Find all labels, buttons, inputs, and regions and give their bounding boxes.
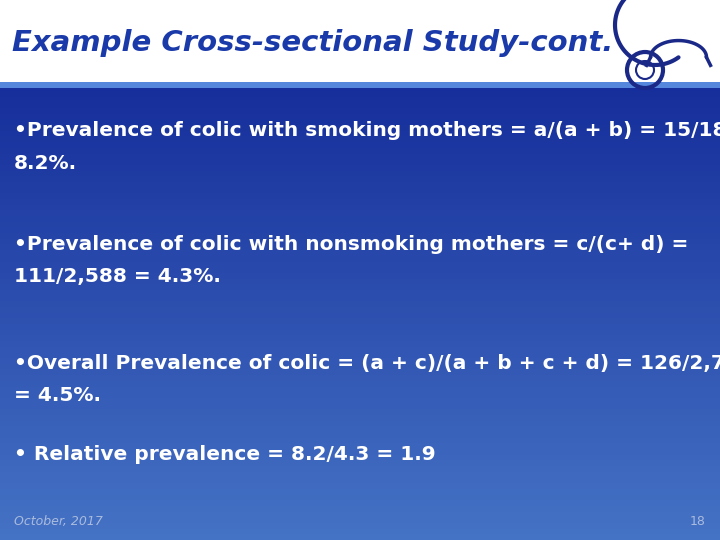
Bar [0, 267, 720, 273]
Bar [0, 107, 720, 114]
Bar [0, 181, 720, 187]
Bar [0, 96, 720, 103]
Bar [0, 318, 720, 324]
Bar [0, 193, 720, 199]
Bar [0, 215, 720, 222]
Text: 8.2%.: 8.2%. [14, 154, 77, 173]
Bar [0, 471, 720, 477]
Bar [0, 301, 720, 307]
Bar [0, 357, 720, 364]
Bar [0, 397, 720, 403]
Bar [0, 210, 720, 216]
Bar [0, 329, 720, 335]
Text: •Prevalence of colic with smoking mothers = a/(a + b) = 15/182 =: •Prevalence of colic with smoking mother… [14, 122, 720, 140]
Bar [0, 335, 720, 341]
Bar [0, 153, 720, 159]
Bar [0, 295, 720, 301]
Bar [0, 465, 720, 472]
Bar [0, 488, 720, 495]
Bar [0, 312, 720, 319]
Bar [0, 534, 720, 540]
Bar [0, 284, 720, 290]
Bar [0, 130, 720, 137]
Bar [0, 102, 720, 108]
Bar [0, 244, 720, 250]
Text: 18: 18 [690, 515, 706, 528]
Text: 111/2,588 = 4.3%.: 111/2,588 = 4.3%. [14, 267, 221, 286]
Bar [0, 255, 720, 261]
Bar [0, 431, 720, 438]
Bar [0, 307, 720, 313]
Bar [0, 437, 720, 443]
Text: = 4.5%.: = 4.5%. [14, 386, 101, 405]
Bar [0, 221, 720, 227]
Bar [0, 511, 720, 517]
Bar [0, 420, 720, 427]
Bar [0, 249, 720, 256]
Bar [0, 204, 720, 211]
Bar [0, 141, 720, 148]
Text: Example Cross-sectional Study-cont.: Example Cross-sectional Study-cont. [12, 29, 613, 57]
Bar [0, 261, 720, 267]
Bar [0, 346, 720, 353]
Bar [0, 392, 720, 398]
Bar [0, 380, 720, 387]
Bar [0, 500, 720, 506]
Bar [0, 517, 720, 523]
Bar [0, 375, 720, 381]
Bar [0, 426, 720, 432]
Bar [0, 91, 720, 97]
Bar [0, 170, 720, 176]
Bar [0, 460, 720, 466]
Bar [0, 369, 720, 375]
Bar [0, 176, 720, 182]
Bar [0, 199, 720, 205]
Bar [0, 352, 720, 358]
Bar [0, 415, 720, 421]
Bar [0, 494, 720, 500]
Bar [0, 227, 720, 233]
Text: •Prevalence of colic with nonsmoking mothers = c/(c+ d) =: •Prevalence of colic with nonsmoking mot… [14, 235, 688, 254]
Bar [0, 278, 720, 284]
Bar [0, 454, 720, 461]
Bar [0, 0, 720, 85]
Bar [0, 522, 720, 529]
Bar [0, 341, 720, 347]
Bar [0, 363, 720, 369]
Bar [0, 386, 720, 392]
Bar [0, 159, 720, 165]
Bar [0, 147, 720, 153]
Bar [0, 187, 720, 193]
Bar [0, 483, 720, 489]
Bar [0, 272, 720, 279]
Bar [0, 85, 720, 91]
Bar [0, 528, 720, 534]
Text: •Overall Prevalence of colic = (a + c)/(a + b + c + d) = 126/2,770: •Overall Prevalence of colic = (a + c)/(… [14, 354, 720, 373]
Bar [0, 82, 720, 89]
Bar [0, 125, 720, 131]
Bar [0, 505, 720, 511]
Bar [0, 449, 720, 455]
Bar [0, 136, 720, 142]
Bar [0, 119, 720, 125]
Text: October, 2017: October, 2017 [14, 515, 103, 528]
Text: • Relative prevalence = 8.2/4.3 = 1.9: • Relative prevalence = 8.2/4.3 = 1.9 [14, 446, 436, 464]
Bar [0, 403, 720, 409]
Bar [0, 113, 720, 119]
Bar [0, 409, 720, 415]
Bar [0, 289, 720, 295]
Bar [0, 323, 720, 330]
Bar [0, 443, 720, 449]
Bar [0, 238, 720, 245]
Bar [0, 164, 720, 171]
Bar [0, 233, 720, 239]
Bar [0, 477, 720, 483]
